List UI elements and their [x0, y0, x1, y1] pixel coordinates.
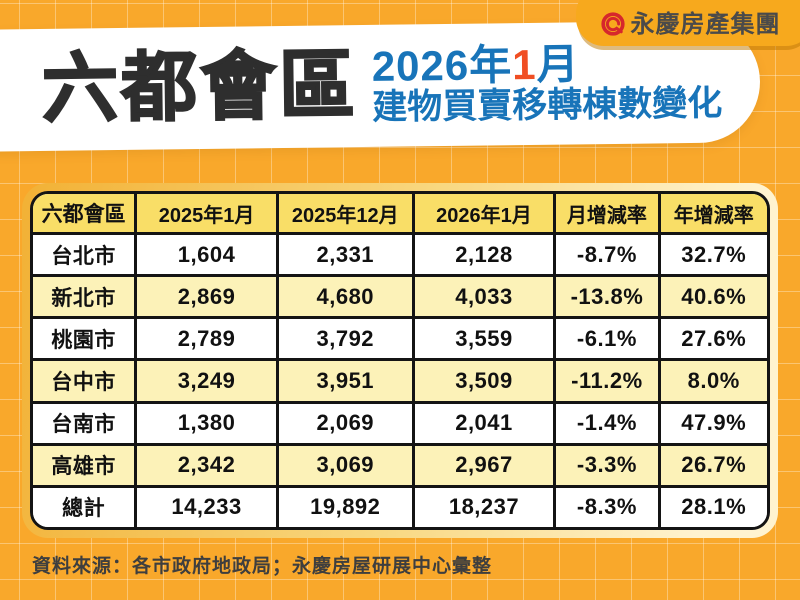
cell-region: 台南市	[33, 403, 138, 443]
cell-value: 3,951	[279, 361, 415, 401]
cell-value: 2,128	[415, 235, 557, 275]
cell-value: 1,380	[137, 403, 279, 443]
cell-yoy: 8.0%	[687, 367, 740, 393]
subtitle-block: 2026年1月 建物買賣移轉棟數變化	[371, 40, 723, 127]
brand-name: 永慶房產集團	[630, 11, 781, 38]
table-row-taichung: 台中市 3,249 3,951 3,509 -11.2% 8.0%	[33, 361, 767, 404]
table-row-newtaipei: 新北市 2,869 4,680 4,033 -13.8% 40.6%	[33, 277, 767, 320]
cell-mom: -8.3%	[556, 487, 661, 527]
cell-yoy: 47.9%	[681, 410, 747, 436]
cell-value: 19,892	[279, 487, 415, 527]
cell-region: 台中市	[33, 361, 138, 401]
cell-mom: -3.3%	[556, 445, 661, 485]
cell-region: 高雄市	[33, 445, 138, 485]
cell-yoy: 32.7%	[681, 241, 747, 267]
table-panel: 六都會區 2025年1月 2025年12月 2026年1月 月增減率 年增減率 …	[22, 183, 778, 538]
cell-mom: -11.2%	[556, 361, 661, 401]
column-header-2025-12: 2025年12月	[279, 194, 415, 232]
data-table: 六都會區 2025年1月 2025年12月 2026年1月 月增減率 年增減率 …	[30, 191, 770, 530]
cell-mom: -1.4%	[556, 403, 661, 443]
period-suffix: 月	[536, 40, 580, 88]
cell-mom: -13.8%	[556, 277, 661, 317]
period-prefix: 2026年	[371, 40, 513, 90]
cell-mom: -6.1%	[556, 319, 661, 359]
subtitle-period: 2026年1月	[371, 40, 723, 90]
brand-badge: 永慶房產集團	[576, 0, 800, 46]
yungching-logo-icon	[600, 11, 626, 37]
cell-value: 1,604	[137, 235, 279, 275]
cell-yoy: 40.6%	[681, 283, 747, 309]
cell-region: 新北市	[33, 277, 138, 317]
column-header-mom: 月增減率	[556, 194, 661, 232]
table-header-row: 六都會區 2025年1月 2025年12月 2026年1月 月增減率 年增減率	[33, 194, 767, 235]
table-row-taoyuan: 桃園市 2,789 3,792 3,559 -6.1% 27.6%	[33, 319, 767, 362]
cell-value: 18,237	[415, 487, 557, 527]
cell-value: 4,680	[279, 277, 415, 317]
column-header-region: 六都會區	[33, 194, 138, 232]
table-row-kaohsiung: 高雄市 2,342 3,069 2,967 -3.3% 26.7%	[33, 445, 767, 488]
cell-value: 3,559	[415, 319, 557, 359]
source-note: 資料來源：各市政府地政局；永慶房屋研展中心彙整	[32, 556, 493, 577]
table-row-tainan: 台南市 1,380 2,069 2,041 -1.4% 47.9%	[33, 403, 767, 446]
cell-value: 3,509	[415, 361, 557, 401]
cell-yoy: 28.1%	[681, 494, 747, 520]
cell-value: 4,033	[415, 277, 557, 317]
cell-yoy: 26.7%	[681, 452, 747, 478]
subtitle-text: 建物買賣移轉棟數變化	[372, 83, 723, 127]
cell-region: 總計	[33, 487, 138, 527]
table-row-total: 總計 14,233 19,892 18,237 -8.3% 28.1%	[33, 487, 767, 527]
column-header-yoy: 年增減率	[673, 204, 754, 227]
page-title: 六都會區	[40, 42, 359, 133]
cell-mom: -8.7%	[556, 235, 661, 275]
period-highlight: 1	[511, 40, 537, 88]
cell-value: 3,069	[279, 445, 415, 485]
cell-value: 3,249	[137, 361, 279, 401]
cell-region: 台北市	[33, 235, 138, 275]
cell-value: 14,233	[137, 487, 279, 527]
cell-value: 2,342	[137, 445, 279, 485]
cell-value: 3,792	[279, 319, 415, 359]
cell-value: 2,967	[415, 445, 557, 485]
cell-value: 2,069	[279, 403, 415, 443]
cell-value: 2,041	[415, 403, 557, 443]
column-header-2026-01: 2026年1月	[415, 194, 557, 232]
cell-region: 桃園市	[33, 319, 138, 359]
cell-value: 2,869	[137, 277, 279, 317]
cell-value: 2,331	[279, 235, 415, 275]
cell-yoy: 27.6%	[681, 325, 747, 351]
cell-value: 2,789	[137, 319, 279, 359]
column-header-2025-01: 2025年1月	[137, 194, 279, 232]
table-row-taipei: 台北市 1,604 2,331 2,128 -8.7% 32.7%	[33, 235, 767, 278]
